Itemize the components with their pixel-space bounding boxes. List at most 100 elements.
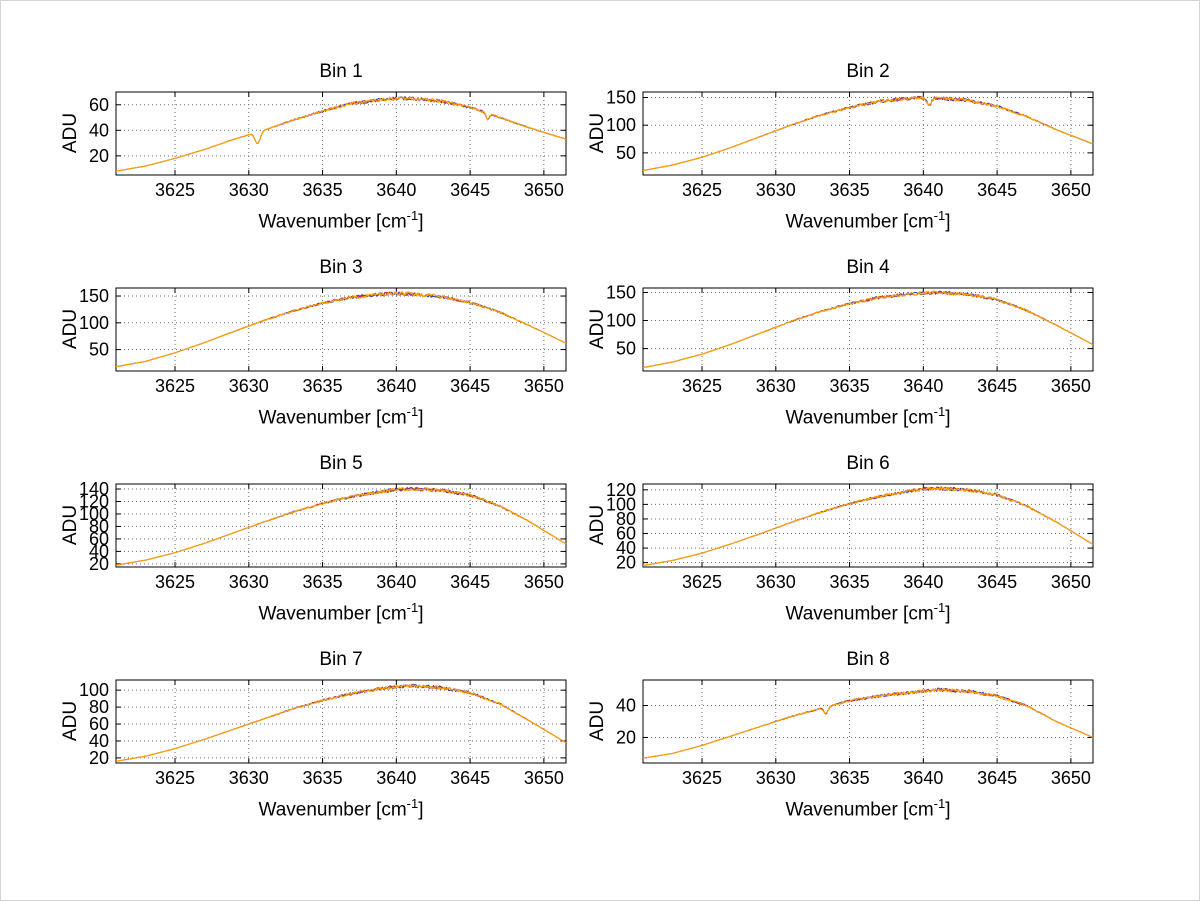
svg-text:3630: 3630 <box>756 376 796 396</box>
svg-text:3630: 3630 <box>229 180 269 200</box>
plot-svg-bin-2: 3625 3630 3635 3640 3645 3650 50 100 150 <box>606 89 1094 200</box>
x-label-close: ] <box>945 799 951 821</box>
svg-text:3650: 3650 <box>1051 572 1091 592</box>
y-axis-label: ADU <box>587 112 608 154</box>
x-axis-label: Wavenumber [cm-1] <box>568 397 1095 431</box>
plot-title: Bin 3 <box>319 257 363 278</box>
y-axis-label: ADU <box>587 308 608 350</box>
x-label-text: Wavenumber [cm <box>785 407 934 429</box>
plot-wrap: ADU 3625 3630 3635 3640 3645 3650 20 40 60 <box>41 89 568 201</box>
svg-text:3630: 3630 <box>756 572 796 592</box>
svg-text:3640: 3640 <box>376 572 416 592</box>
y-axis-label: ADU <box>587 700 608 742</box>
svg-text:150: 150 <box>606 89 636 108</box>
svg-text:80: 80 <box>89 697 109 717</box>
svg-text:3645: 3645 <box>977 572 1017 592</box>
svg-text:3625: 3625 <box>155 572 195 592</box>
svg-text:3650: 3650 <box>524 768 564 788</box>
svg-text:60: 60 <box>616 524 636 544</box>
x-label-close: ] <box>418 211 424 233</box>
x-axis-label: Wavenumber [cm-1] <box>41 397 568 431</box>
plot-wrap: ADU 3625 3630 3635 3640 3645 3650 50 100 150 <box>568 89 1095 201</box>
x-axis-label: Wavenumber [cm-1] <box>568 789 1095 823</box>
svg-text:20: 20 <box>89 748 109 768</box>
plot-title: Bin 7 <box>319 649 363 670</box>
svg-text:3645: 3645 <box>977 768 1017 788</box>
svg-text:3645: 3645 <box>450 376 490 396</box>
plot-title: Bin 2 <box>846 61 890 82</box>
svg-text:3640: 3640 <box>376 376 416 396</box>
x-label-close: ] <box>945 211 951 233</box>
subplot-bin-1: Bin 1 ADU 3625 3630 3635 3640 3645 3650 20 40 60… <box>41 59 568 255</box>
svg-text:3645: 3645 <box>977 180 1017 200</box>
subplot-bin-8: Bin 8 ADU 3625 3630 3635 3640 3645 3650 20 40 W… <box>568 647 1095 843</box>
x-label-text: Wavenumber [cm <box>258 407 407 429</box>
svg-text:3635: 3635 <box>830 768 870 788</box>
svg-text:3625: 3625 <box>682 376 722 396</box>
svg-text:100: 100 <box>606 311 636 331</box>
svg-text:3645: 3645 <box>450 180 490 200</box>
x-label-superscript: -1 <box>933 404 946 419</box>
subplot-grid: Bin 1 ADU 3625 3630 3635 3640 3645 3650 20 40 60… <box>41 59 1199 843</box>
svg-text:40: 40 <box>89 541 109 561</box>
svg-text:20: 20 <box>616 553 636 573</box>
svg-text:60: 60 <box>89 714 109 734</box>
x-axis-label: Wavenumber [cm-1] <box>568 201 1095 235</box>
svg-text:3630: 3630 <box>756 768 796 788</box>
plot-svg-bin-5: 3625 3630 3635 3640 3645 3650 2040608010012014… <box>79 481 567 592</box>
svg-text:3625: 3625 <box>682 180 722 200</box>
x-label-text: Wavenumber [cm <box>258 603 407 625</box>
y-axis-label: ADU <box>60 504 81 546</box>
x-label-close: ] <box>418 799 424 821</box>
plot-title: Bin 4 <box>846 257 890 278</box>
svg-text:80: 80 <box>616 509 636 529</box>
plot-wrap: ADU 3625 3630 3635 3640 3645 3650 20 40 60 80 100 <box>41 677 568 789</box>
svg-text:40: 40 <box>616 696 636 716</box>
subplot-bin-6: Bin 6 ADU 3625 3630 3635 3640 3645 3650 20 40 60… <box>568 451 1095 647</box>
x-label-superscript: -1 <box>406 208 419 223</box>
x-label-superscript: -1 <box>933 600 946 615</box>
svg-text:3635: 3635 <box>303 180 343 200</box>
svg-text:40: 40 <box>616 538 636 558</box>
svg-text:50: 50 <box>89 340 109 360</box>
svg-text:100: 100 <box>79 504 109 524</box>
plot-svg-bin-4: 3625 3630 3635 3640 3645 3650 50 100 150 <box>606 285 1094 396</box>
svg-text:40: 40 <box>89 120 109 140</box>
svg-text:3635: 3635 <box>830 180 870 200</box>
svg-text:3635: 3635 <box>303 768 343 788</box>
subplot-bin-7: Bin 7 ADU 3625 3630 3635 3640 3645 3650 20 40 60… <box>41 647 568 843</box>
subplot-bin-5: Bin 5 ADU 3625 3630 3635 3640 3645 3650 20 40 60… <box>41 451 568 647</box>
svg-text:150: 150 <box>79 286 109 306</box>
x-label-text: Wavenumber [cm <box>785 211 934 233</box>
svg-text:3625: 3625 <box>155 180 195 200</box>
svg-text:100: 100 <box>606 494 636 514</box>
plot-wrap: ADU 3625 3630 3635 3640 3645 3650 20 40 60 80 100 1… <box>568 481 1095 593</box>
svg-text:3645: 3645 <box>450 768 490 788</box>
x-axis-label: Wavenumber [cm-1] <box>568 593 1095 627</box>
svg-text:3630: 3630 <box>229 376 269 396</box>
plot-wrap: ADU 3625 3630 3635 3640 3645 3650 50 100 150 <box>41 285 568 397</box>
svg-text:3645: 3645 <box>977 376 1017 396</box>
subplot-bin-4: Bin 4 ADU 3625 3630 3635 3640 3645 3650 50 100 1… <box>568 255 1095 451</box>
x-label-text: Wavenumber [cm <box>785 799 934 821</box>
svg-text:3640: 3640 <box>903 572 943 592</box>
svg-text:3635: 3635 <box>830 376 870 396</box>
svg-text:50: 50 <box>616 143 636 163</box>
svg-text:3640: 3640 <box>376 180 416 200</box>
svg-text:100: 100 <box>79 680 109 700</box>
x-label-superscript: -1 <box>406 404 419 419</box>
y-axis-label: ADU <box>60 112 81 154</box>
plot-svg-bin-3: 3625 3630 3635 3640 3645 3650 50 100 150 <box>79 286 567 396</box>
x-label-text: Wavenumber [cm <box>785 603 934 625</box>
svg-text:3650: 3650 <box>524 180 564 200</box>
y-axis-label: ADU <box>60 700 81 742</box>
svg-text:100: 100 <box>606 115 636 135</box>
svg-text:140: 140 <box>79 481 109 499</box>
plot-svg-bin-8: 3625 3630 3635 3640 3645 3650 20 40 <box>616 679 1094 788</box>
svg-text:60: 60 <box>89 95 109 115</box>
svg-text:20: 20 <box>89 146 109 166</box>
x-label-superscript: -1 <box>406 796 419 811</box>
svg-text:100: 100 <box>79 313 109 333</box>
